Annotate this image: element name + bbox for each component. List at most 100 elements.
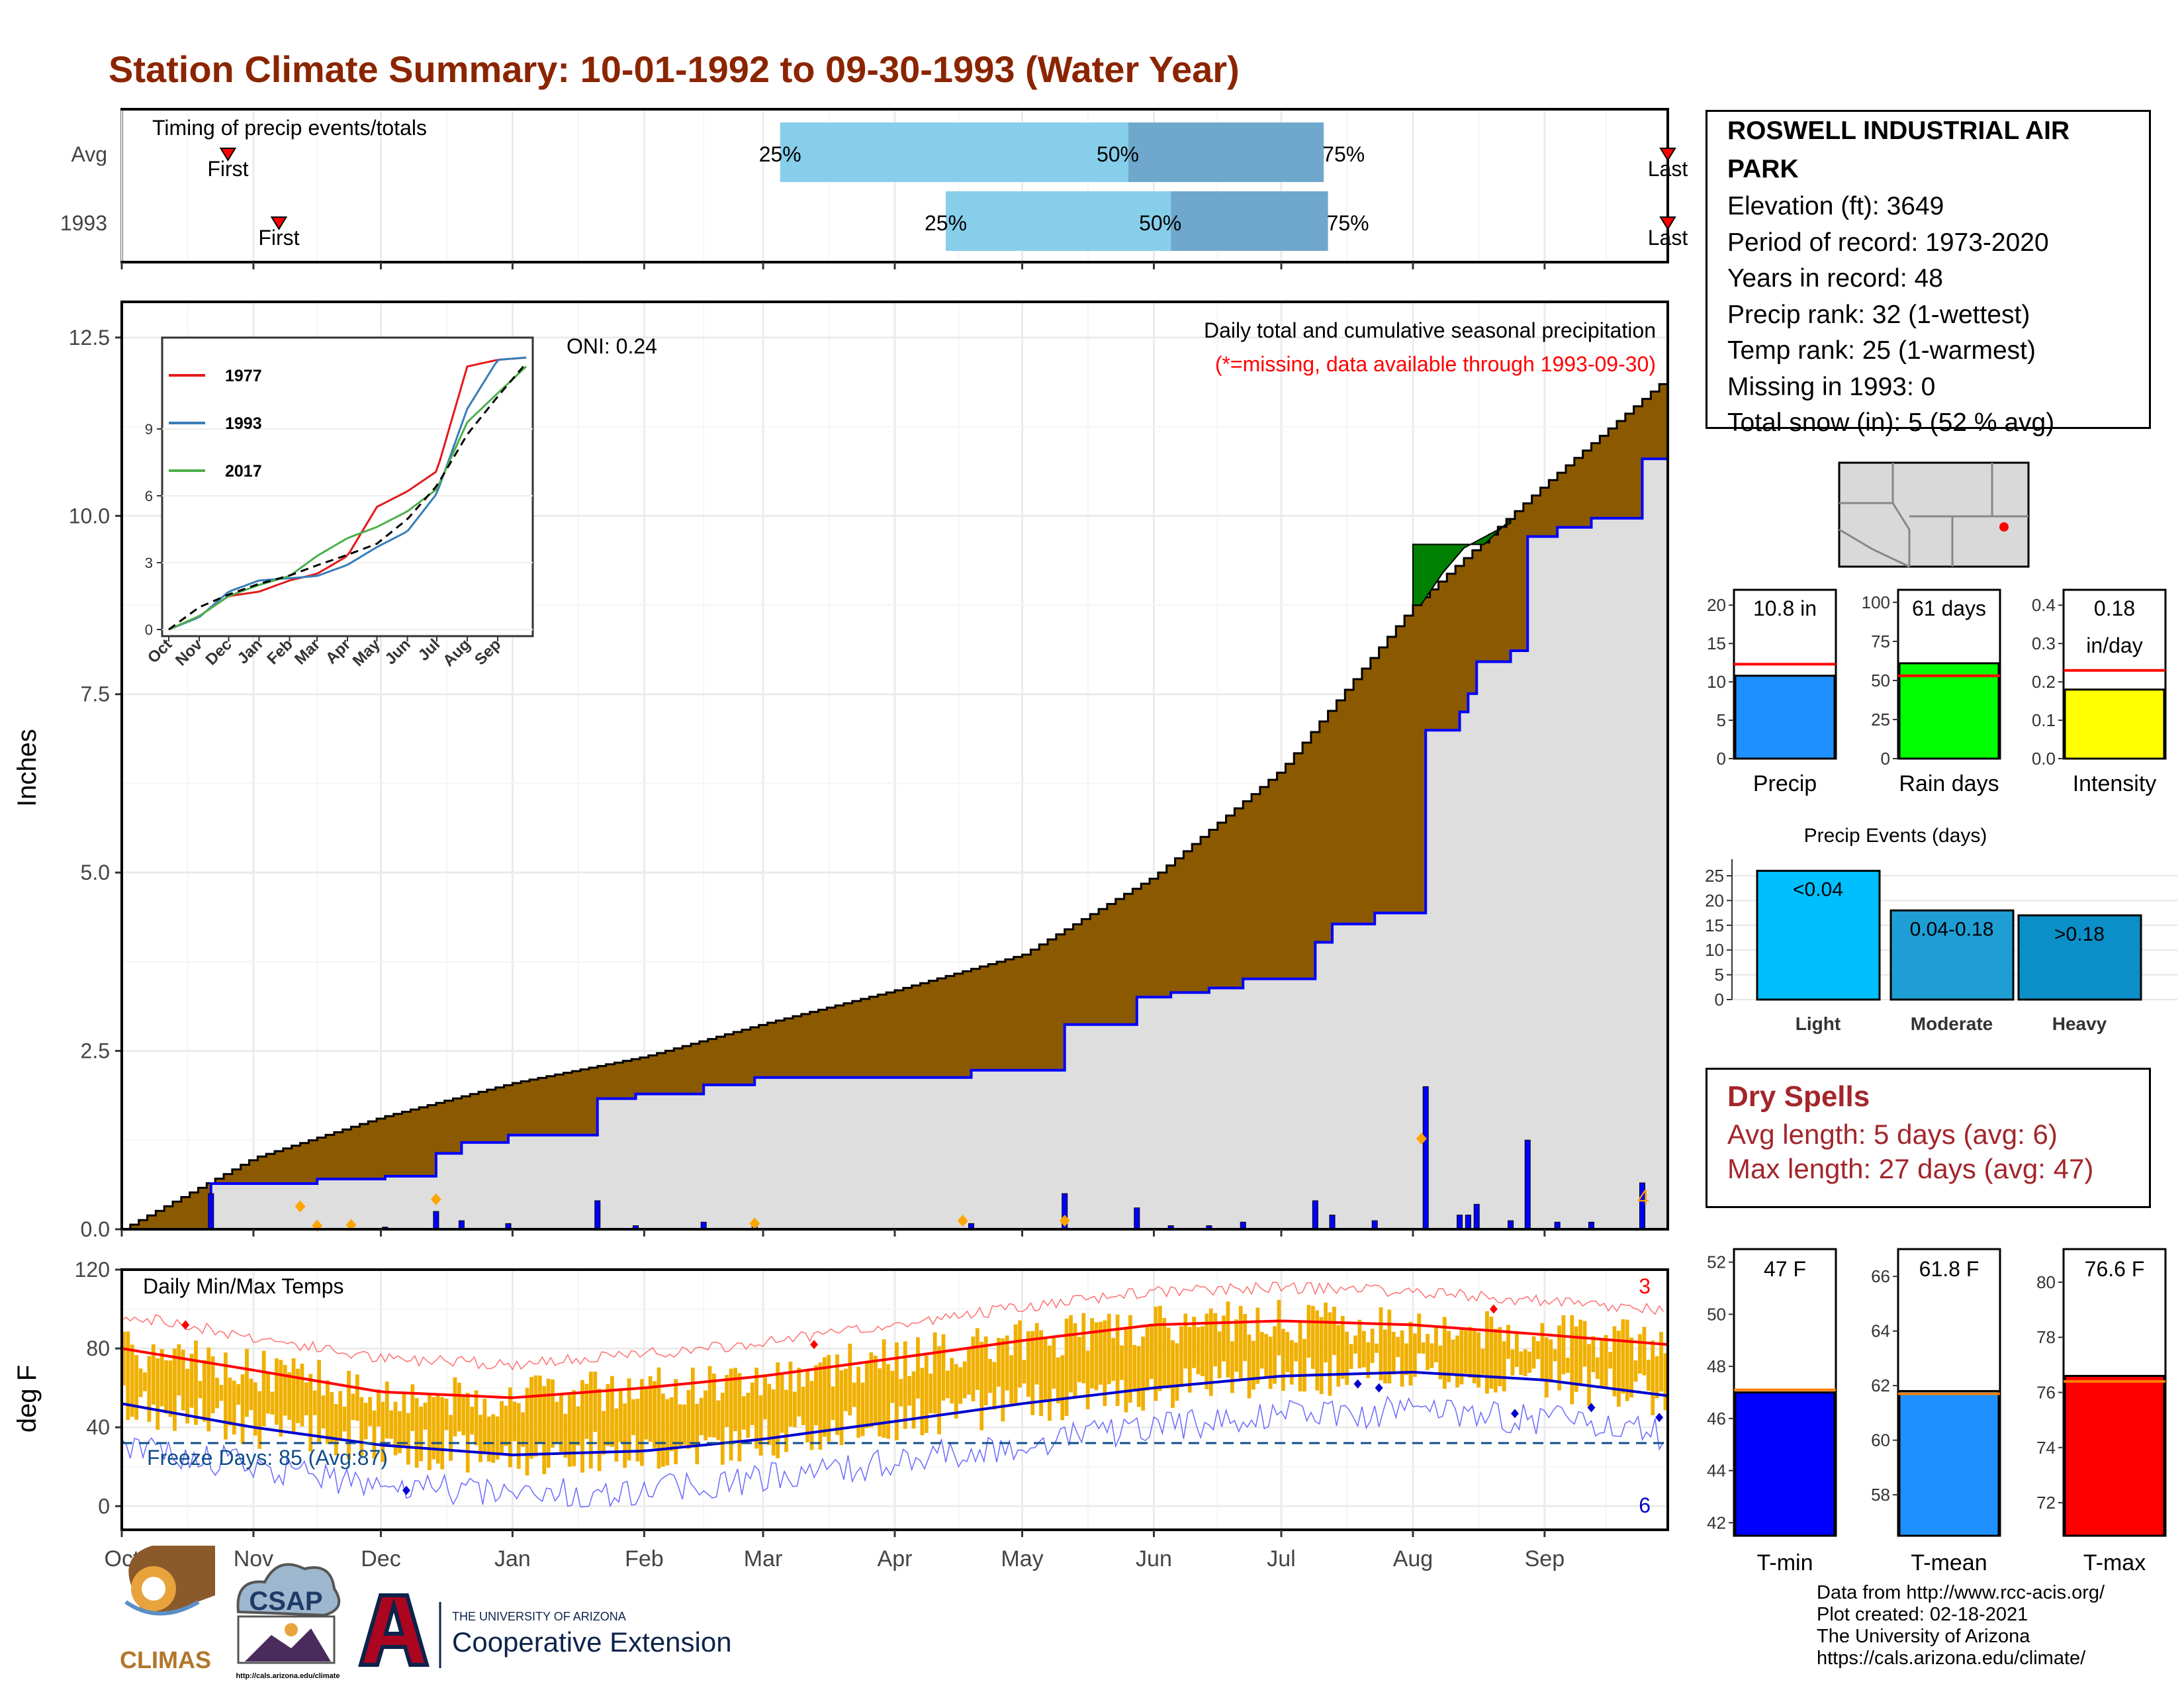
daily-temp-bar [1039, 1330, 1043, 1417]
daily-temp-bar [882, 1339, 886, 1438]
daily-temp-bar [1013, 1324, 1018, 1404]
daily-temp-bar [245, 1348, 249, 1417]
ua-logo: THE UNIVERSITY OF ARIZONA Cooperative Ex… [358, 1593, 732, 1668]
tmax-value-label: 76.6 F [2085, 1257, 2145, 1281]
daily-temp-bar [334, 1404, 338, 1456]
daily-temp-bar [1510, 1349, 1515, 1376]
inset-series-line [168, 356, 527, 631]
dry-spells-box: Dry Spells Avg length: 5 days (avg: 6) M… [1706, 1068, 2151, 1208]
precip-panel-subtitle: (*=missing, data available through 1993-… [1215, 352, 1656, 376]
daily-temp-bar [1115, 1314, 1120, 1406]
daily-temp-bar [1642, 1327, 1647, 1376]
daily-temp-bar [1064, 1318, 1069, 1416]
events-tick-label: 10 [1705, 940, 1724, 960]
precip-event-bar [2017, 914, 2142, 1001]
observed-cumulative-line [122, 457, 1668, 1231]
daily-temp-bar [491, 1414, 496, 1463]
daily-temp-bar [1179, 1326, 1183, 1387]
daily-temp-bar [1196, 1327, 1201, 1374]
daily-temp-bar [623, 1403, 627, 1468]
record-high-count: 3 [1639, 1274, 1651, 1298]
daily-temp-bar [1383, 1329, 1387, 1383]
intensity-bar [2064, 688, 2165, 760]
events-tick-label: 20 [1705, 890, 1724, 910]
daily-temp-bar [1561, 1315, 1566, 1375]
snow-marker [430, 1193, 441, 1205]
daily-temp-bar [1150, 1323, 1154, 1380]
tmax-tick-label: 78 [2036, 1327, 2056, 1347]
freeze-days-label: Freeze Days: 85 (Avg:87) [147, 1446, 388, 1470]
daily-temp-bar [1421, 1342, 1426, 1354]
daily-temp-bar [1629, 1337, 1634, 1398]
oni-label: ONI: 0.24 [567, 334, 657, 358]
daily-temp-bar [983, 1336, 988, 1405]
ua-small-text: THE UNIVERSITY OF ARIZONA [452, 1610, 626, 1623]
daily-temp-bar [1107, 1313, 1111, 1385]
daily-temp-bar [576, 1406, 580, 1446]
daily-temp-bar [1171, 1340, 1175, 1408]
daily-temp-bar [1238, 1305, 1243, 1381]
daily-temp-bar [1391, 1331, 1396, 1375]
daily-temp-bar [1506, 1325, 1510, 1359]
daily-temp-bar [1370, 1329, 1375, 1364]
daily-temp-bar [754, 1368, 758, 1449]
y-tick-label: 5.0 [81, 861, 110, 884]
daily-temp-bar [300, 1364, 304, 1427]
daily-temp-bar [869, 1352, 874, 1428]
rain_days-tick-label: 0 [1881, 749, 1890, 769]
daily-temp-bar [1353, 1335, 1357, 1354]
daily-temp-bar [1549, 1339, 1553, 1383]
daily-temp-bar [797, 1368, 801, 1417]
credits-plot-created: Plot created: 02-18-2021 [1817, 1604, 2028, 1625]
record-low-marker [1353, 1379, 1362, 1389]
daily-temp-bar [767, 1383, 772, 1445]
daily-temp-bar [372, 1410, 377, 1459]
daily-temp-bar [546, 1378, 551, 1468]
precip-event-bar-label: <0.04 [1793, 878, 1843, 900]
daily-temp-bar [1400, 1330, 1404, 1387]
daily-temp-bar [950, 1358, 954, 1404]
month-tick-label: Feb [625, 1546, 664, 1571]
surplus-area [1412, 518, 1512, 606]
daily-temp-bar [1544, 1337, 1549, 1398]
daily-temp-bar [1514, 1333, 1519, 1367]
daily-temp-bar [270, 1391, 275, 1415]
daily-temp-bar [627, 1378, 631, 1461]
daily-temp-bar [478, 1415, 482, 1462]
csap-logo: CSAP http://cals.arizona.edu/climate [236, 1563, 341, 1680]
daily-temp-bar [253, 1382, 257, 1436]
record-low-marker [1587, 1403, 1596, 1413]
daily-precip-bar [1524, 1139, 1531, 1230]
daily-temp-bar [138, 1368, 143, 1397]
daily-temp-bar [1034, 1323, 1039, 1385]
daily-temp-bar [122, 1331, 126, 1385]
credits-block: Data from http://www.rcc-acis.org/ Plot … [1817, 1582, 2105, 1669]
daily-temp-bar [695, 1403, 700, 1465]
daily-temp-bar [1009, 1355, 1014, 1404]
percentile-label-25: 25% [759, 142, 801, 166]
precip-event-category: Moderate [1911, 1013, 1993, 1034]
daily-temp-bar [661, 1393, 665, 1467]
tmean-tick-label: 58 [1871, 1485, 1890, 1505]
daily-temp-bar [126, 1331, 130, 1421]
daily-temp-bar [304, 1382, 308, 1416]
daily-temp-bar [805, 1369, 810, 1443]
season-temperature-bars: 42 44 46 48 50 52 47 F T-min 58 60 62 64 66 61.8 F T-m… [1707, 1248, 2167, 1575]
daily-temp-bar [831, 1386, 835, 1421]
daily-temp-bar [580, 1380, 584, 1473]
precip-event-bar-label: >0.18 [2054, 923, 2105, 945]
tmean-bar [1898, 1389, 2000, 1537]
daily-temp-bar [232, 1380, 236, 1435]
timing-row-avg: Avg [71, 142, 107, 166]
daily-temp-bar [988, 1358, 992, 1393]
daily-temp-bar [818, 1362, 823, 1450]
daily-temp-bar [279, 1360, 283, 1437]
daily-temp-bar [525, 1387, 529, 1476]
daily-temp-bar [1574, 1326, 1578, 1392]
tmax-tick-label: 76 [2036, 1383, 2056, 1403]
percentile-bar-25-50 [780, 122, 1128, 182]
daily-temp-bar [1480, 1348, 1485, 1375]
climas-logo: CLIMAS [120, 1546, 215, 1673]
daily-temp-bar [185, 1368, 190, 1424]
daily-temp-bar [741, 1396, 746, 1430]
